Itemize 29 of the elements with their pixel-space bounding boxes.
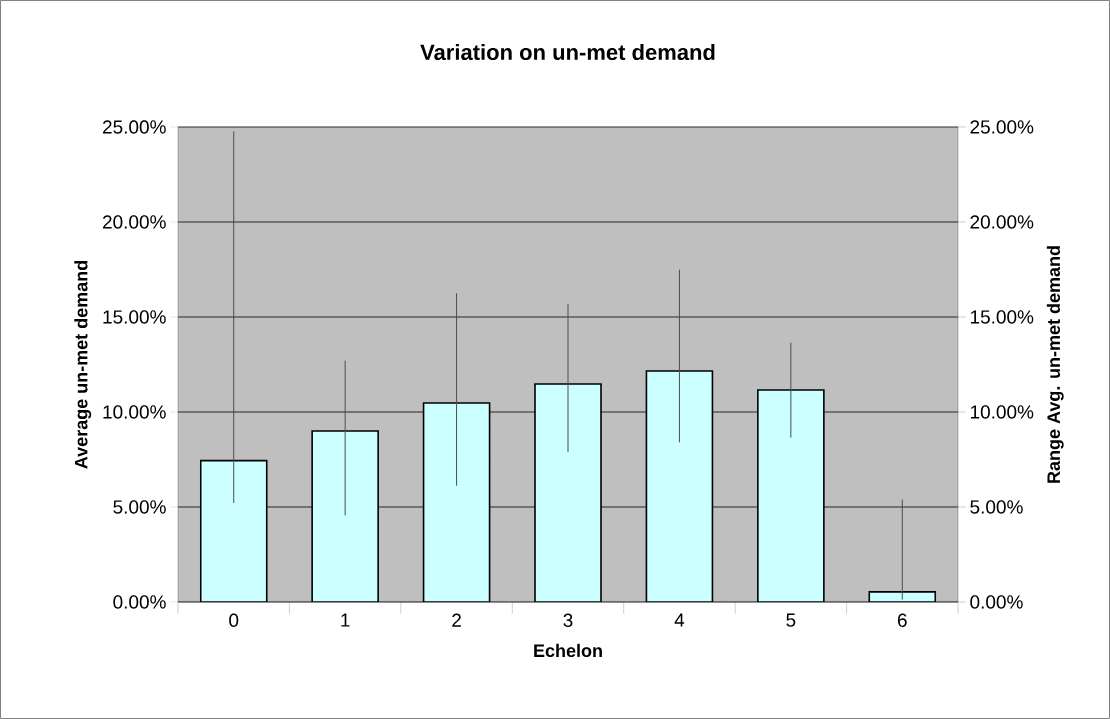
y2-tick-label: 0.00% bbox=[970, 595, 1023, 609]
y-tick-label: 25.00% bbox=[102, 120, 166, 134]
bar bbox=[311, 430, 379, 602]
y-tick-label: 10.00% bbox=[103, 405, 166, 419]
chart-title: Variation on un-met demand bbox=[420, 43, 715, 61]
bar bbox=[199, 459, 268, 602]
y-axis-title: Average un-met demand bbox=[74, 261, 92, 469]
bar bbox=[422, 402, 491, 602]
y2-tick-label: 20.00% bbox=[970, 215, 1034, 229]
y-tick-label: 20.00% bbox=[102, 215, 166, 229]
y2-tick-label: 5.00% bbox=[970, 500, 1023, 514]
x-tick-label: 2 bbox=[452, 613, 461, 627]
x-tick-label: 5 bbox=[786, 613, 796, 627]
y2-axis-title: Range Avg. un-met demand bbox=[1046, 246, 1064, 483]
x-tick-label: 3 bbox=[563, 613, 573, 627]
y2-tick-label: 25.00% bbox=[970, 120, 1034, 134]
x-tick-label: 0 bbox=[229, 613, 239, 627]
x-tick-label: 4 bbox=[674, 613, 685, 627]
bar bbox=[757, 389, 825, 602]
x-axis-title: Echelon bbox=[534, 643, 602, 658]
x-tick-label: 1 bbox=[341, 613, 350, 627]
bar bbox=[645, 370, 714, 602]
bar bbox=[534, 383, 602, 602]
y-tick-label: 5.00% bbox=[113, 500, 166, 514]
y-tick-label: 15.00% bbox=[103, 310, 166, 324]
y-tick-label: 0.00% bbox=[113, 595, 166, 609]
y2-tick-label: 15.00% bbox=[970, 310, 1034, 324]
x-tick-label: 6 bbox=[897, 613, 907, 627]
y2-tick-label: 10.00% bbox=[970, 405, 1034, 419]
